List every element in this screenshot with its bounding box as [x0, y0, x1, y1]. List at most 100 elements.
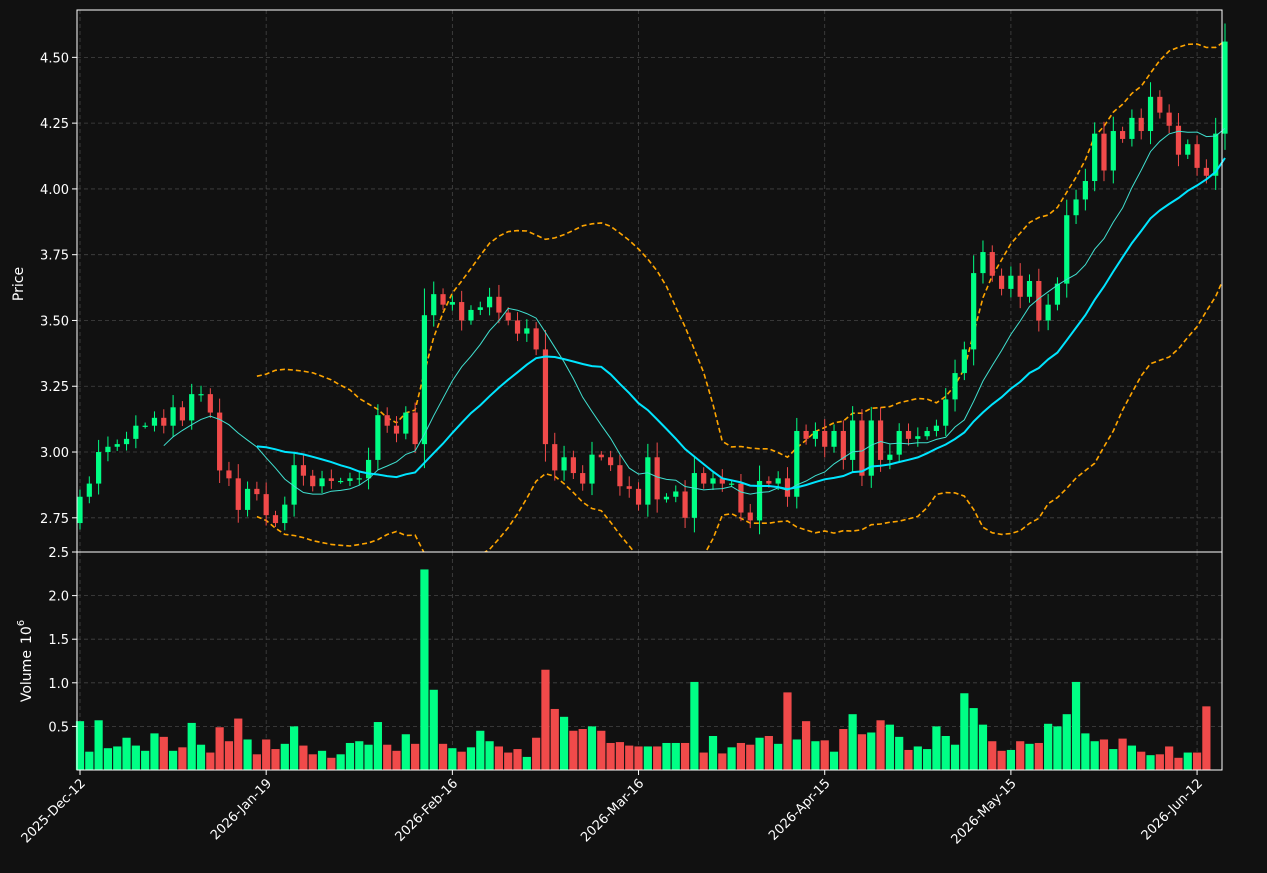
volume-bar [708, 735, 718, 770]
volume-bar [466, 747, 476, 770]
candle-body [924, 430, 930, 437]
volume-bar [969, 708, 978, 770]
volume-bar [1099, 739, 1109, 770]
candle-body [1064, 215, 1070, 284]
candle-body [328, 478, 334, 481]
candle-body [151, 417, 158, 426]
volume-bar [234, 718, 243, 770]
ma-fast-line [163, 128, 1226, 495]
moving-averages [163, 128, 1226, 495]
candle-body [207, 394, 213, 413]
candle-body [1082, 181, 1088, 200]
candle-body [952, 373, 958, 400]
volume-bar [411, 743, 420, 770]
volume-bar [1006, 749, 1015, 770]
volume-bar [867, 732, 876, 770]
candle-body [1110, 131, 1116, 171]
candle-body [812, 430, 819, 439]
volume-bar [1044, 723, 1053, 770]
candle-body [635, 488, 642, 505]
candle-body [691, 473, 697, 518]
candle-body [654, 457, 660, 500]
volume-bar [1062, 714, 1071, 770]
candle-body [673, 491, 679, 497]
candle-body [608, 457, 614, 466]
candle-body [393, 425, 400, 434]
volume-bar [857, 734, 867, 770]
volume-label-exp: 10 [19, 626, 35, 644]
volume-bar [848, 714, 857, 770]
candle-body [961, 349, 967, 374]
candle-body [375, 415, 381, 460]
volume-bar [839, 729, 848, 770]
candle-body [803, 430, 809, 439]
volume-tick-label: 2.0 [48, 590, 69, 605]
price-tick-label: 4.00 [40, 183, 69, 198]
candle-body [738, 483, 744, 513]
volume-bar [262, 739, 271, 770]
volume-bar [932, 726, 941, 770]
price-tick-label: 4.25 [40, 117, 69, 132]
volume-bar [885, 724, 894, 770]
candle-body [403, 412, 409, 434]
candle-body [1017, 275, 1023, 297]
price-tick-label: 3.00 [40, 446, 69, 461]
candle-body [440, 294, 446, 305]
candle-body [1045, 304, 1051, 321]
volume-bar [1034, 742, 1043, 770]
volume-bar [122, 737, 131, 770]
volume-bar [178, 747, 187, 770]
volume-bar [746, 744, 755, 770]
candle-body [505, 312, 511, 321]
volume-label-text: Volume [19, 650, 35, 702]
candle-body [300, 465, 307, 476]
candle-body [943, 399, 949, 426]
volume-tick-label: 0.5 [48, 720, 69, 735]
volume-bar [1137, 751, 1146, 770]
candle-body [1185, 144, 1191, 155]
volume-bar [634, 746, 643, 770]
volume-bar [196, 744, 206, 770]
volume-bar [541, 669, 550, 770]
volume-bar [1053, 726, 1062, 770]
volume-bar [513, 749, 522, 770]
candle-body [542, 349, 549, 445]
volume-bar [736, 742, 746, 770]
volume-bar [476, 730, 485, 770]
candle-body [682, 491, 688, 518]
candle-body [1073, 199, 1079, 216]
volume-bar [317, 750, 327, 770]
candle-body [859, 420, 865, 476]
volume-bar [504, 752, 513, 770]
candle-body [663, 496, 670, 500]
candle-body [170, 407, 176, 426]
candle-body [887, 454, 893, 460]
candle-body [998, 275, 1005, 289]
candle-body [431, 294, 437, 316]
volume-bar [75, 721, 85, 770]
candle-body [412, 412, 418, 445]
volume-bar [988, 741, 997, 770]
volume-bar [662, 742, 671, 770]
candle-body [468, 309, 474, 321]
candle-body [421, 315, 428, 445]
candle-body [235, 478, 241, 510]
volume-bar [308, 754, 317, 770]
volume-bar [625, 745, 634, 770]
volume-bar [150, 733, 159, 770]
candle-body [123, 438, 130, 445]
candle-body [1008, 275, 1014, 289]
candle-body [1194, 144, 1200, 168]
volume-panel-frame [76, 551, 1223, 771]
volume-bar [904, 749, 913, 770]
candle-body [449, 302, 455, 305]
price-y-ticks: 2.75 3.00 3.25 3.50 3.75 4.00 4.25 4.50 [40, 51, 77, 527]
volume-bar [1081, 733, 1090, 770]
volume-bar [559, 716, 569, 770]
candle-body [86, 483, 92, 497]
volume-bar [653, 746, 662, 770]
candle-body [877, 420, 884, 460]
volume-bar [392, 750, 401, 770]
candle-body [179, 407, 185, 421]
